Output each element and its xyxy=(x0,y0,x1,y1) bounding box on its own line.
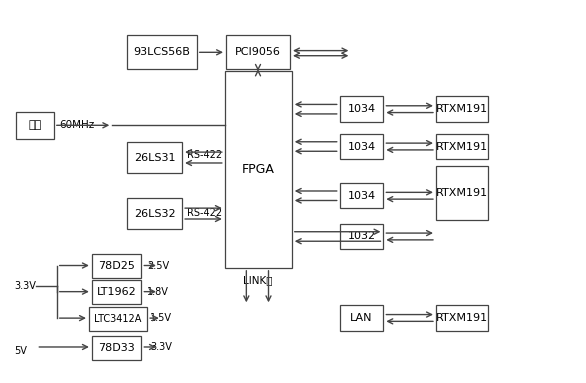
FancyBboxPatch shape xyxy=(436,134,488,159)
FancyBboxPatch shape xyxy=(340,97,383,122)
Text: 78D25: 78D25 xyxy=(98,261,135,271)
Text: LT1962: LT1962 xyxy=(97,287,137,297)
Text: RTXM191: RTXM191 xyxy=(436,104,488,114)
FancyBboxPatch shape xyxy=(92,280,141,304)
Text: 26LS32: 26LS32 xyxy=(134,209,175,219)
Text: 1034: 1034 xyxy=(347,191,376,201)
FancyBboxPatch shape xyxy=(89,307,147,331)
Text: FPGA: FPGA xyxy=(242,163,275,176)
Text: 1.8V: 1.8V xyxy=(147,286,169,297)
FancyBboxPatch shape xyxy=(92,336,141,360)
Text: 5V: 5V xyxy=(14,346,27,356)
FancyBboxPatch shape xyxy=(225,71,292,268)
Text: LINK口: LINK口 xyxy=(243,275,272,285)
Text: 2.5V: 2.5V xyxy=(147,260,169,270)
FancyBboxPatch shape xyxy=(340,134,383,159)
Text: 1034: 1034 xyxy=(347,141,376,152)
FancyBboxPatch shape xyxy=(340,305,383,331)
FancyBboxPatch shape xyxy=(127,142,182,173)
FancyBboxPatch shape xyxy=(226,35,290,69)
Text: 93LCS56B: 93LCS56B xyxy=(134,47,190,57)
FancyBboxPatch shape xyxy=(340,183,383,208)
Text: 78D33: 78D33 xyxy=(98,343,135,353)
FancyBboxPatch shape xyxy=(340,224,383,249)
Text: LTC3412A: LTC3412A xyxy=(94,314,142,324)
Text: 1032: 1032 xyxy=(347,231,376,242)
Text: 60MHz: 60MHz xyxy=(60,119,95,129)
Text: RS-422: RS-422 xyxy=(187,208,222,218)
FancyBboxPatch shape xyxy=(92,254,141,278)
FancyBboxPatch shape xyxy=(436,97,488,122)
FancyBboxPatch shape xyxy=(436,305,488,331)
Text: RTXM191: RTXM191 xyxy=(436,188,488,198)
FancyBboxPatch shape xyxy=(16,112,54,139)
Text: 3.3V: 3.3V xyxy=(14,281,36,291)
Text: 26LS31: 26LS31 xyxy=(134,152,175,162)
Text: PCI9056: PCI9056 xyxy=(235,47,281,57)
FancyBboxPatch shape xyxy=(127,35,197,69)
Text: RTXM191: RTXM191 xyxy=(436,141,488,152)
Text: 晶振: 晶振 xyxy=(28,120,42,130)
Text: LAN: LAN xyxy=(350,313,373,323)
FancyBboxPatch shape xyxy=(436,166,488,220)
FancyBboxPatch shape xyxy=(127,198,182,229)
Text: 1.5V: 1.5V xyxy=(150,313,172,323)
Text: RTXM191: RTXM191 xyxy=(436,313,488,323)
Text: 1034: 1034 xyxy=(347,104,376,114)
Text: RS-422: RS-422 xyxy=(187,150,222,160)
Text: 3.3V: 3.3V xyxy=(150,342,172,352)
